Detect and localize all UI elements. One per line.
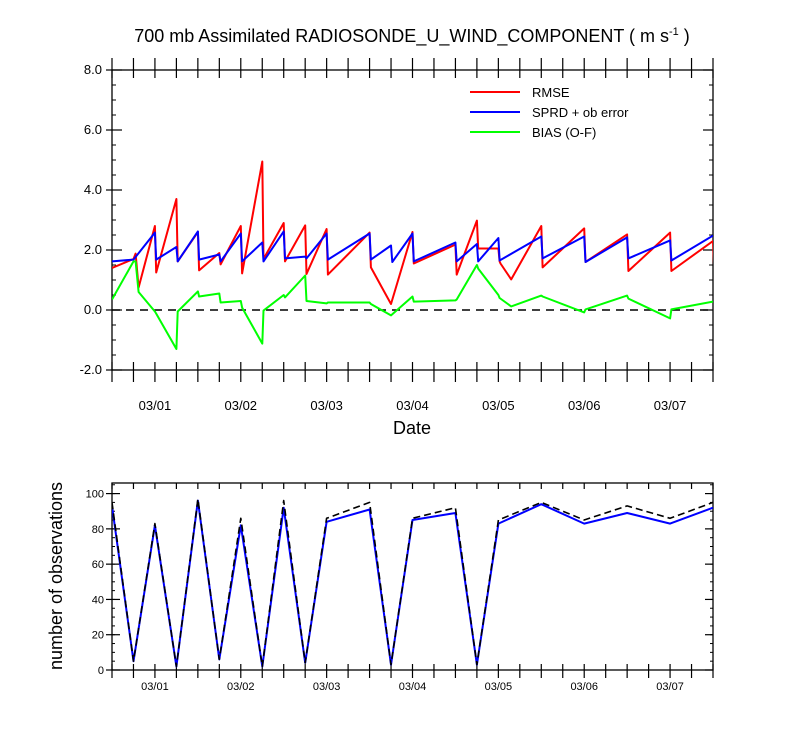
top-chart-panel: 03/01 03/02 03/03 03/04 03/05 03/06 03/07 -2.0 0…	[80, 58, 714, 413]
chart-title: 700 mb Assimilated RADIOSONDE_U_WIND_COM…	[134, 26, 690, 47]
y-tick-label: 0	[98, 665, 104, 677]
x-tick-label: 03/05	[485, 681, 513, 693]
y-tick-label: 80	[92, 524, 104, 536]
y-tick-label: 60	[92, 559, 104, 571]
x-tick-label: 03/02	[227, 681, 255, 693]
x-tick-label: 03/01	[141, 681, 169, 693]
x-tick-label: 03/05	[482, 398, 515, 413]
series-line-sprd-ob-error	[112, 230, 713, 263]
y-tick-label: 0.0	[84, 302, 102, 317]
plot-frame	[111, 482, 714, 671]
x-tick-label: 03/06	[568, 398, 601, 413]
chart-title-text: 700 mb Assimilated RADIOSONDE_U_WIND_COM…	[134, 26, 669, 47]
y-axis-label-observations: number of observations	[46, 482, 66, 670]
y-tick-label: 40	[92, 594, 104, 606]
legend-label: SPRD + ob error	[532, 105, 629, 120]
y-tick-label: 4.0	[84, 182, 102, 197]
y-tick-label: 6.0	[84, 122, 102, 137]
y-tick-label: -2.0	[80, 362, 102, 377]
x-tick-label: 03/04	[399, 681, 427, 693]
x-tick-label: 03/03	[310, 398, 343, 413]
x-tick-label: 03/02	[225, 398, 258, 413]
series-line-possible	[112, 498, 713, 668]
x-tick-label: 03/01	[139, 398, 172, 413]
series-line-bias-o-f	[112, 260, 713, 350]
legend-label: RMSE	[532, 85, 570, 100]
y-tick-label: 20	[92, 630, 104, 642]
chart-title-suffix: )	[679, 26, 690, 46]
legend-label: BIAS (O-F)	[532, 125, 596, 140]
x-axis-label: Date	[393, 418, 431, 438]
y-tick-label: 2.0	[84, 242, 102, 257]
x-tick-label: 03/03	[313, 681, 341, 693]
x-tick-label: 03/04	[396, 398, 429, 413]
y-tick-label: 8.0	[84, 62, 102, 77]
chart-title-superscript: -1	[669, 26, 679, 38]
y-tick-label: 100	[86, 489, 104, 501]
x-tick-label: 03/07	[654, 398, 687, 413]
bottom-chart-panel: 03/01 03/02 03/03 03/04 03/05 03/06 03/07 0 20 40…	[86, 482, 714, 693]
x-tick-label: 03/07	[656, 681, 684, 693]
legend: RMSE SPRD + ob error BIAS (O-F)	[470, 85, 629, 140]
x-tick-label: 03/06	[570, 681, 598, 693]
series-line-assimilated	[112, 499, 713, 668]
